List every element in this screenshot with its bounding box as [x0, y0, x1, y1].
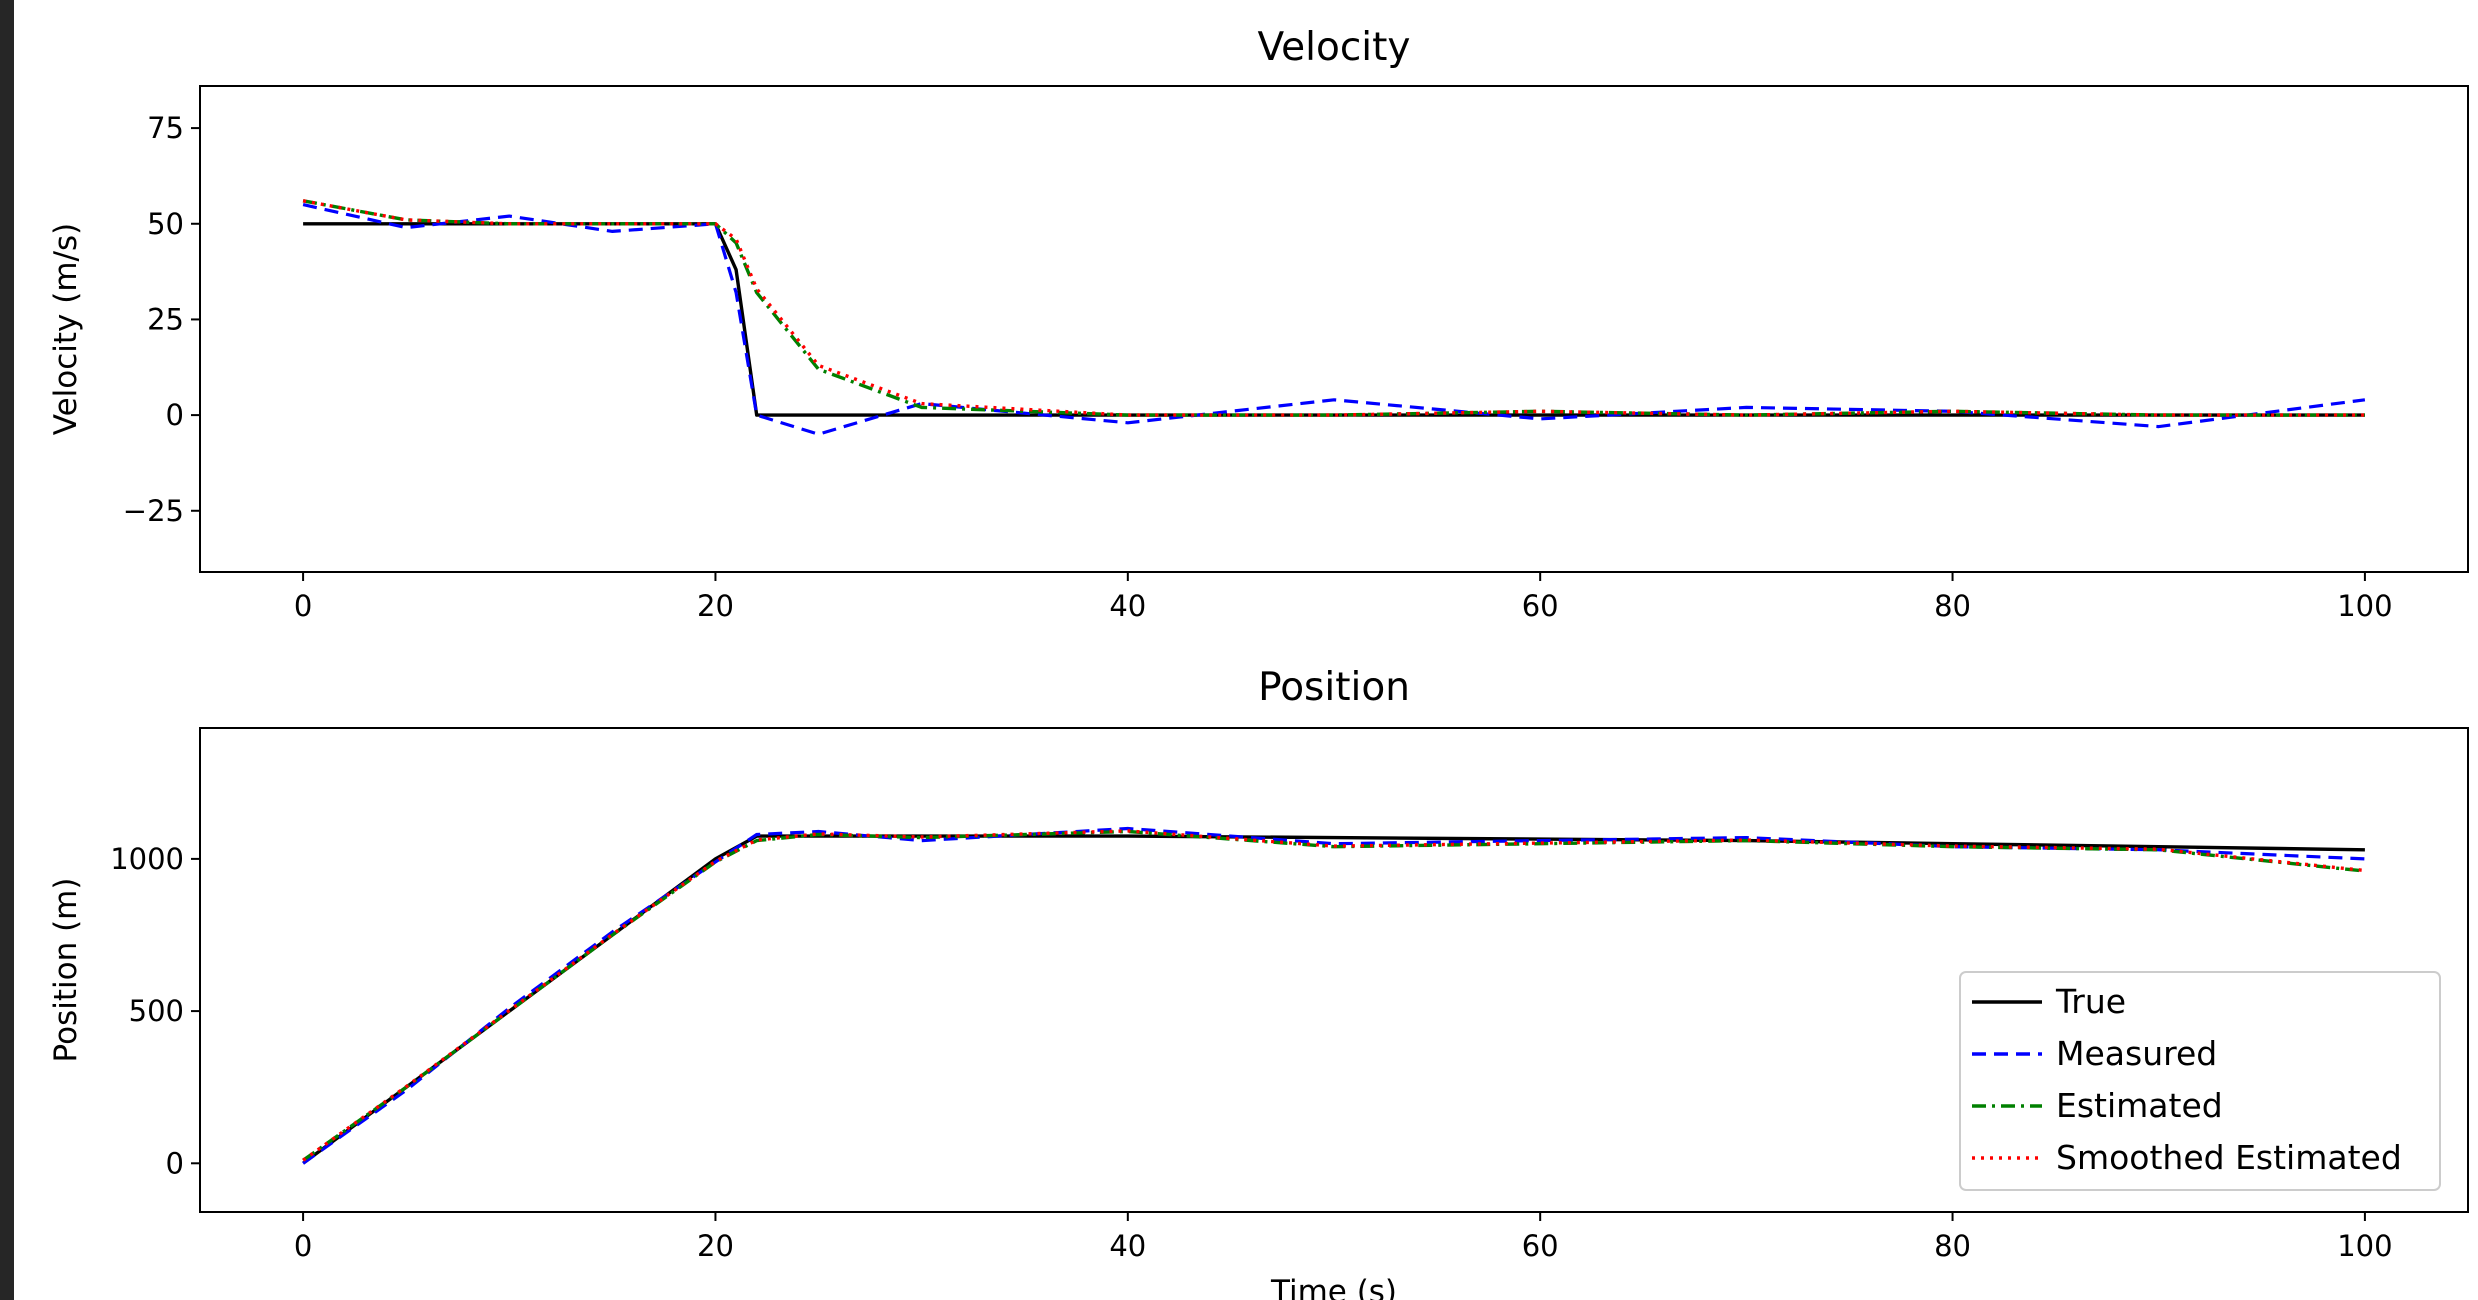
series-line-true-1 — [303, 222, 2365, 417]
legend-label-estimated: Estimated — [2056, 1086, 2223, 1125]
x-tick-label: 40 — [1109, 589, 1146, 623]
series-line-smoothed-estimated-1 — [302, 199, 2365, 417]
y-axis-label-2: Position (m) — [48, 878, 84, 1063]
legend-label-true: True — [2055, 982, 2126, 1021]
x-tick-label: 60 — [1522, 589, 1559, 623]
series-line-smoothed-estimated-2 — [302, 829, 2366, 1162]
x-axis-label-2: Time (s) — [1270, 1274, 1397, 1300]
x-tick-label: 20 — [697, 589, 734, 623]
plot-frame-2 — [199, 727, 2469, 1213]
x-tick-label: 40 — [1109, 1229, 1146, 1263]
x-tick-label: 60 — [1522, 1229, 1559, 1263]
chart-title-2: Position — [1258, 665, 1410, 710]
y-tick-label: 75 — [147, 111, 184, 145]
y-tick-label: 25 — [147, 302, 184, 336]
x-tick-label: 80 — [1934, 589, 1971, 623]
x-tick-label: 0 — [294, 1229, 312, 1263]
x-tick-label: 100 — [2337, 1229, 2392, 1263]
y-tick-label: 1000 — [110, 842, 184, 876]
y-tick-label: −25 — [123, 494, 184, 528]
y-tick-label: 50 — [147, 207, 184, 241]
plot-frame-1 — [199, 85, 2469, 573]
x-tick-label: 100 — [2337, 589, 2392, 623]
y-axis-label-1: Velocity (m/s) — [48, 223, 84, 435]
x-tick-label: 80 — [1934, 1229, 1971, 1263]
y-tick-label: 500 — [129, 994, 184, 1028]
y-tick-label: 0 — [166, 398, 184, 432]
legend-box — [1959, 971, 2441, 1191]
legend-label-measured: Measured — [2056, 1034, 2217, 1073]
x-tick-label: 0 — [294, 589, 312, 623]
y-tick-label: 0 — [166, 1146, 184, 1180]
legend-label-smoothed-estimated: Smoothed Estimated — [2056, 1138, 2402, 1177]
chart-title-1: Velocity — [1258, 25, 1411, 70]
x-tick-label: 20 — [697, 1229, 734, 1263]
window-edge — [0, 0, 14, 1300]
series-line-measured-1 — [302, 203, 2366, 436]
